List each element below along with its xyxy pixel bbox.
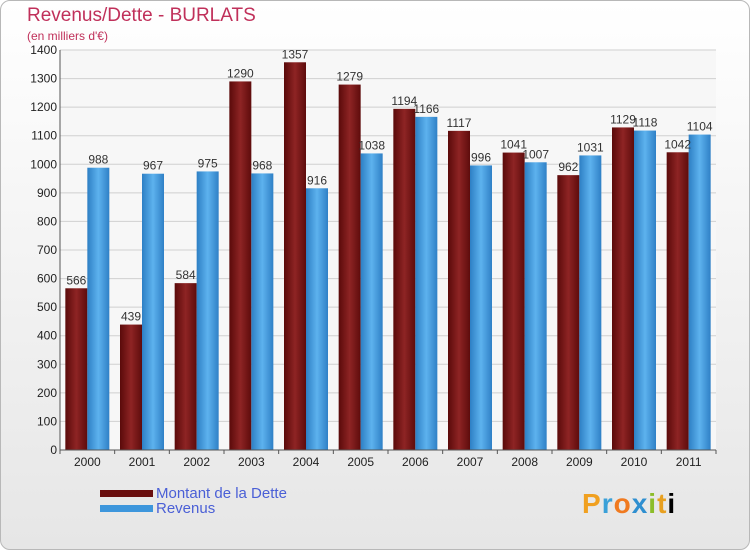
data-label-dette: 1129: [610, 112, 636, 126]
data-label-revenus: 1118: [633, 116, 658, 130]
bar-dette: [65, 288, 88, 450]
data-label-revenus: 1166: [413, 102, 439, 116]
data-label-revenus: 967: [143, 159, 163, 173]
data-label-revenus: 968: [252, 158, 272, 172]
x-tick-label: 2011: [676, 455, 702, 469]
data-label-revenus: 916: [307, 173, 327, 187]
y-tick-label: 600: [37, 272, 57, 286]
data-label-dette: 439: [121, 310, 141, 324]
data-label-revenus: 1038: [358, 138, 385, 152]
bar-dette: [338, 84, 361, 451]
bar-revenus: [142, 173, 164, 450]
x-tick-label: 2003: [238, 455, 265, 469]
y-tick-label: 900: [37, 186, 57, 200]
y-tick-label: 300: [37, 357, 57, 371]
legend-item-dette: Montant de la Dette: [100, 485, 287, 502]
x-tick-label: 2007: [457, 455, 484, 469]
proxiti-logo: Proxiti: [582, 488, 677, 519]
x-tick-label: 2004: [293, 455, 320, 469]
legend-label-revenus: Revenus: [156, 500, 216, 517]
bar-revenus: [634, 130, 656, 451]
data-label-revenus: 1104: [687, 120, 713, 134]
x-tick-label: 2009: [566, 455, 593, 469]
data-label-revenus: 996: [471, 150, 491, 164]
y-tick-label: 1400: [30, 43, 57, 57]
bar-dette: [120, 324, 142, 450]
x-tick-label: 2008: [511, 455, 538, 469]
bar-dette: [612, 127, 634, 450]
y-tick-label: 1200: [30, 100, 57, 114]
data-label-dette: 566: [66, 273, 86, 287]
data-label-dette: 584: [176, 268, 196, 282]
data-label-dette: 1041: [500, 138, 527, 152]
chart-subtitle: (en milliers d'€): [27, 29, 108, 43]
data-label-revenus: 1031: [577, 140, 604, 154]
bar-dette: [174, 283, 197, 450]
data-label-dette: 1194: [391, 94, 417, 108]
y-tick-label: 1100: [31, 129, 57, 143]
y-tick-label: 700: [37, 243, 57, 257]
bar-revenus: [306, 188, 328, 451]
y-tick-label: 500: [37, 300, 57, 314]
data-label-revenus: 975: [198, 156, 218, 170]
bar-revenus: [360, 153, 383, 450]
bar-dette: [229, 81, 252, 450]
bars: [65, 62, 711, 451]
legend-swatch-dette: [100, 490, 153, 497]
bar-dette: [448, 130, 470, 450]
y-tick-label: 1300: [30, 72, 57, 86]
y-tick-label: 400: [37, 329, 57, 343]
data-label-revenus: 1007: [522, 147, 549, 161]
data-label-dette: 1117: [447, 116, 472, 130]
bar-dette: [393, 108, 416, 450]
x-tick-label: 2010: [621, 455, 648, 469]
x-tick-label: 2006: [402, 455, 429, 469]
data-label-dette: 1357: [282, 47, 309, 61]
bar-revenus: [524, 162, 547, 451]
data-label-dette: 1042: [664, 137, 691, 151]
bar-dette: [284, 62, 306, 451]
y-tick-label: 1000: [30, 157, 57, 171]
x-tick-label: 2002: [183, 455, 210, 469]
bar-revenus: [470, 165, 492, 450]
y-tick-label: 100: [37, 414, 57, 428]
bar-revenus: [579, 155, 602, 450]
bar-dette: [502, 152, 525, 451]
bar-revenus: [251, 173, 274, 450]
bar-revenus: [688, 134, 711, 451]
bar-revenus: [87, 167, 110, 450]
legend-label-dette: Montant de la Dette: [156, 485, 287, 502]
x-tick-label: 2005: [347, 455, 374, 469]
data-label-revenus: 988: [88, 153, 108, 167]
chart-title: Revenus/Dette - BURLATS: [27, 5, 256, 26]
y-tick-label: 0: [50, 443, 57, 457]
bar-revenus: [415, 116, 438, 450]
data-labels: 566 988 439 967 584 975 1290 968 1357 916 1279 1038…: [66, 47, 713, 323]
x-tick-label: 2001: [129, 455, 156, 469]
data-label-dette: 1290: [227, 66, 254, 80]
bar-dette: [666, 152, 689, 451]
bar-dette: [557, 175, 580, 450]
data-label-dette: 962: [558, 160, 578, 174]
axes: 0 100 200 300 400 500 600 700 800 900 1000 1100 1200…: [30, 43, 717, 469]
legend: Montant de la Dette Revenus: [100, 485, 287, 517]
x-tick-label: 2000: [74, 455, 101, 469]
y-tick-label: 800: [37, 214, 57, 228]
legend-item-revenus: Revenus: [100, 500, 287, 517]
data-label-dette: 1279: [336, 70, 363, 84]
y-tick-label: 200: [37, 386, 57, 400]
legend-swatch-revenus: [100, 505, 153, 512]
bar-revenus: [196, 171, 219, 450]
